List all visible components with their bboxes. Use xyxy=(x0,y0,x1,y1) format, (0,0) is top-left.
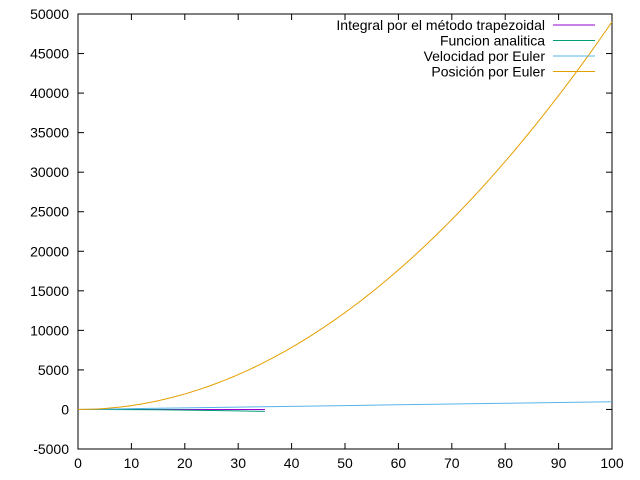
x-tick-label: 100 xyxy=(600,455,624,471)
y-tick-label: 40000 xyxy=(30,85,69,101)
y-tick-label: 0 xyxy=(61,401,69,417)
y-tick-label: 30000 xyxy=(30,164,69,180)
x-tick-label: 20 xyxy=(177,455,193,471)
x-tick-label: 10 xyxy=(124,455,140,471)
x-tick-label: 40 xyxy=(284,455,300,471)
y-tick-label: 50000 xyxy=(30,6,69,22)
legend-label: Integral por el método trapezoidal xyxy=(336,17,545,33)
plot-area: 0 10 20 30 40 50 60 70 80 90 100 -5000 0 5000 10000 150… xyxy=(30,6,624,471)
x-tick-label: 30 xyxy=(230,455,246,471)
y-tick-label: 15000 xyxy=(30,283,69,299)
series-line-2 xyxy=(77,408,265,412)
y-tick-label: 10000 xyxy=(30,322,69,338)
y-tick-label: 20000 xyxy=(30,243,69,259)
legend-label: Posición por Euler xyxy=(431,64,545,80)
legend-label: Velocidad por Euler xyxy=(424,48,546,64)
series-layer xyxy=(77,21,613,412)
x-tick-label: 60 xyxy=(391,455,407,471)
legend-label: Funcion analitica xyxy=(440,33,545,49)
y-tick-label: 35000 xyxy=(30,125,69,141)
y-tick-label: 25000 xyxy=(30,204,69,220)
legend: Integral por el método trapezoidalFuncio… xyxy=(336,17,595,80)
y-tick-label: -5000 xyxy=(33,441,69,457)
y-tick-label: 5000 xyxy=(38,362,69,378)
x-tick-label: 90 xyxy=(551,455,567,471)
series-line-3 xyxy=(77,401,613,410)
x-tick-label: 70 xyxy=(444,455,460,471)
x-tick-label: 0 xyxy=(74,455,82,471)
series-line-4 xyxy=(77,21,613,410)
y-tick-label: 45000 xyxy=(30,46,69,62)
x-tick-label: 50 xyxy=(337,455,353,471)
x-tick-label: 80 xyxy=(497,455,513,471)
